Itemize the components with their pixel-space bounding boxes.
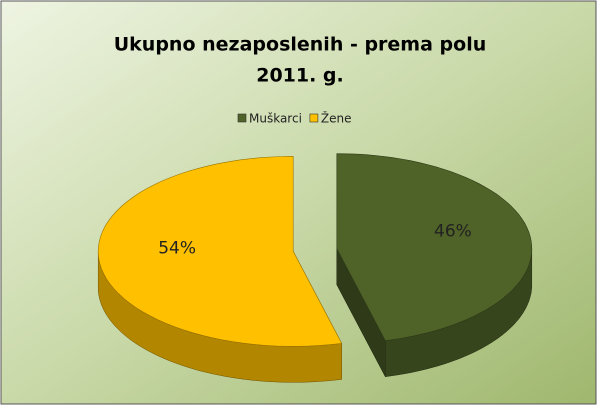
legend-label: Žene: [321, 111, 352, 126]
data-label: 46%: [434, 222, 472, 242]
legend-label: Muškarci: [249, 112, 302, 126]
chart-subtitle: 2011. g.: [256, 65, 344, 87]
chart-title: Ukupno nezaposlenih - prema polu: [114, 34, 487, 56]
legend-swatch: [237, 113, 247, 123]
slice: [97, 155, 343, 347]
slice: [336, 153, 533, 342]
legend-swatch: [309, 113, 319, 123]
data-label: 54%: [158, 238, 196, 258]
